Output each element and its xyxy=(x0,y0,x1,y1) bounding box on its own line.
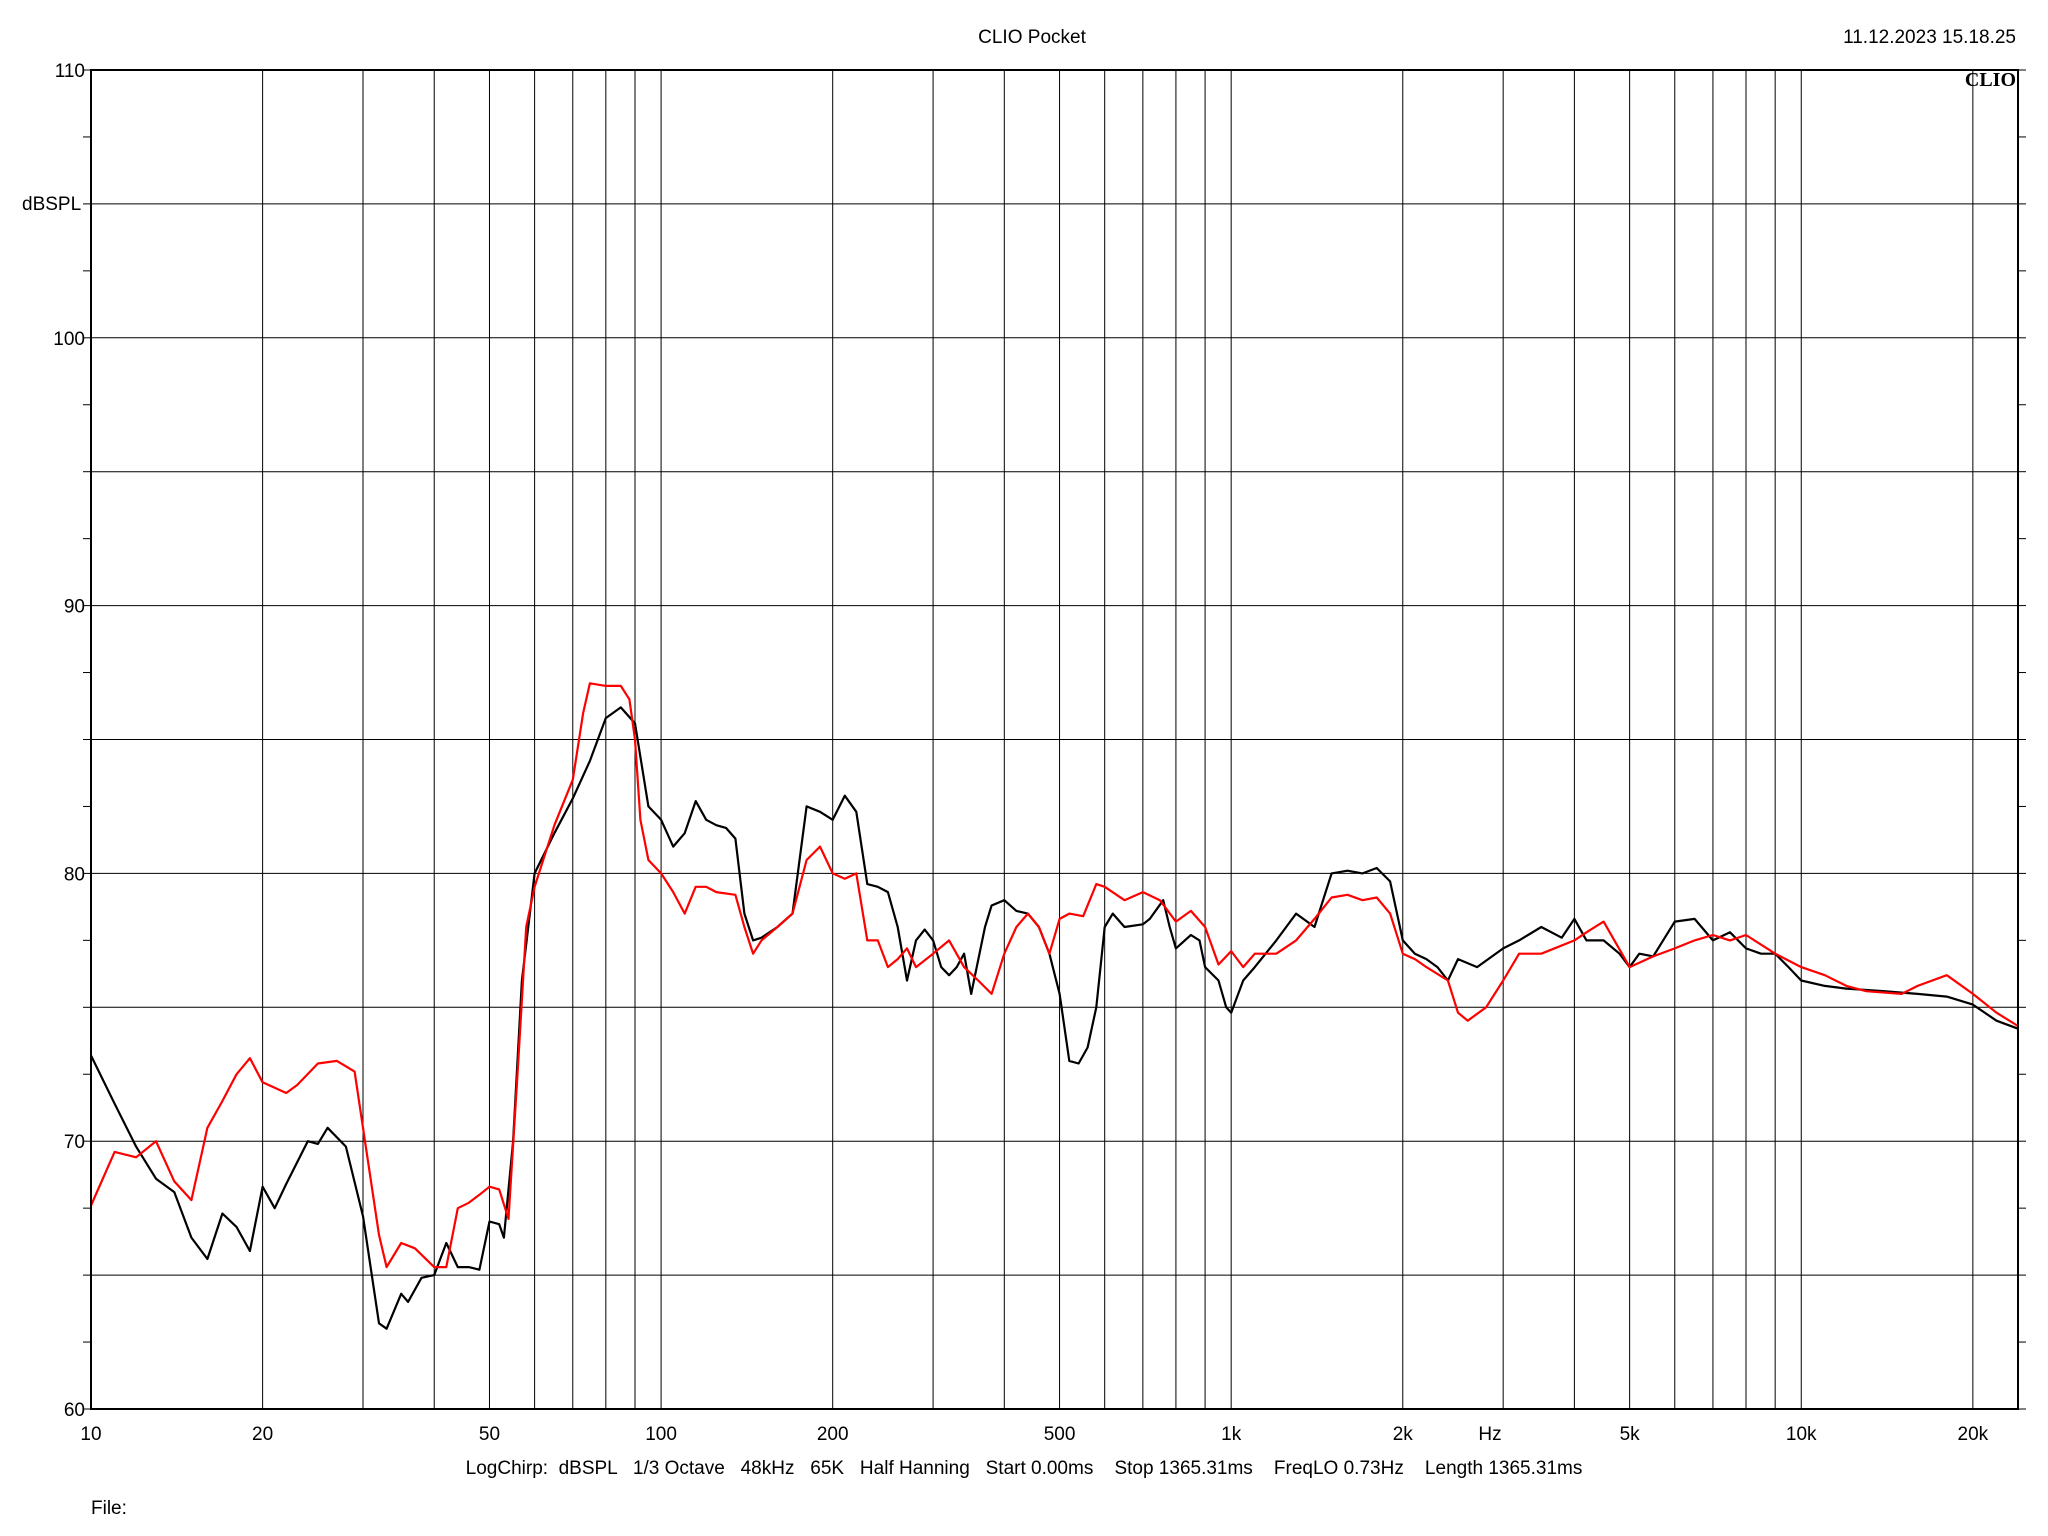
tick-labels: 10 20 50 100 200 500 1k 2k 5k 10k 20k 60 70 80 90 100 11… xyxy=(53,61,2026,1445)
x-tick-label: 20 xyxy=(252,1424,273,1445)
measurement-info: LogChirp: dBSPL 1/3 Octave 48kHz 65K Hal… xyxy=(465,1458,1583,1479)
x-tick-label: 200 xyxy=(817,1424,849,1445)
y-tick-label: 110 xyxy=(55,61,85,82)
chart-title: CLIO Pocket xyxy=(978,27,1086,48)
grid xyxy=(91,70,2018,1409)
series-line-red xyxy=(89,682,2019,1269)
x-tick-label: 10 xyxy=(80,1424,101,1445)
y-tick-label: 70 xyxy=(64,1132,85,1153)
y-tick-label: 100 xyxy=(53,329,85,350)
y-tick-label: 90 xyxy=(64,597,85,618)
x-tick-label: 20k xyxy=(1958,1424,1989,1445)
x-tick-label: 50 xyxy=(479,1424,500,1445)
y-tick-label: 60 xyxy=(64,1400,85,1421)
timestamp: 11.12.2023 15.18.25 xyxy=(1843,27,2016,48)
series-line-black xyxy=(90,706,2019,1330)
x-tick-label: 1k xyxy=(1221,1424,1242,1445)
y-axis-label: dBSPL xyxy=(22,194,81,215)
x-tick-label: 100 xyxy=(645,1424,677,1445)
file-label: File: xyxy=(91,1498,127,1519)
x-tick-label: 10k xyxy=(1786,1424,1817,1445)
x-tick-label: 500 xyxy=(1044,1424,1076,1445)
brand-logo: CLIO xyxy=(1965,69,2016,91)
x-tick-label: 5k xyxy=(1620,1424,1641,1445)
x-axis-label: Hz xyxy=(1478,1424,1501,1445)
x-tick-label: 2k xyxy=(1393,1424,1414,1445)
y-tick-label: 80 xyxy=(64,864,85,885)
plot-series xyxy=(89,682,2019,1330)
